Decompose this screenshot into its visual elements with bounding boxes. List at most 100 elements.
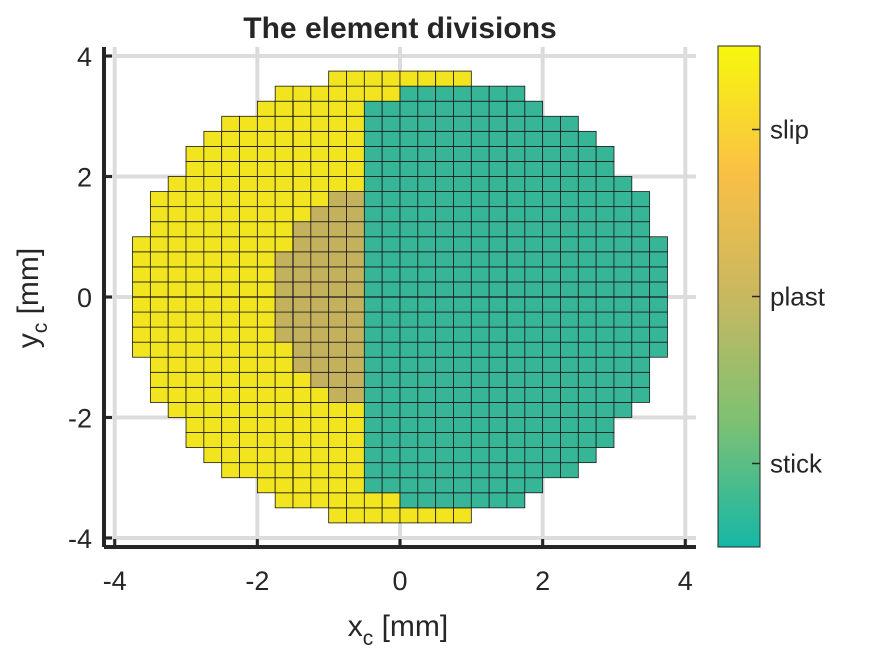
- element-cell-plast: [310, 251, 330, 268]
- element-cell-stick: [560, 281, 579, 298]
- element-cell-stick: [381, 221, 401, 238]
- element-cell-slip: [363, 492, 383, 509]
- element-cell-stick: [506, 311, 526, 328]
- element-cell-stick: [470, 326, 490, 343]
- element-cell-plast: [310, 341, 330, 358]
- element-cell-stick: [435, 371, 454, 388]
- element-cell-slip: [346, 130, 365, 147]
- element-cell-slip: [149, 221, 169, 238]
- y-tick-label: 0: [77, 283, 92, 313]
- element-cell-slip: [274, 386, 294, 403]
- element-cell-stick: [488, 176, 508, 192]
- element-cell-stick: [649, 326, 668, 343]
- element-cell-stick: [417, 176, 437, 192]
- element-cell-slip: [399, 70, 419, 87]
- element-cell-plast: [328, 326, 347, 343]
- y-axis-label-sub: c: [29, 323, 52, 334]
- element-cell-slip: [203, 145, 223, 162]
- element-cell-slip: [256, 130, 276, 147]
- element-cell-stick: [399, 100, 419, 117]
- element-cell-stick: [399, 417, 419, 433]
- element-cell-slip: [185, 296, 205, 313]
- element-cell-slip: [381, 70, 401, 87]
- element-cell-plast: [346, 251, 365, 268]
- element-cell-stick: [453, 100, 472, 117]
- element-cell-stick: [506, 477, 526, 494]
- element-cell-stick: [453, 236, 472, 253]
- element-cell-slip: [203, 221, 223, 238]
- element-cell-stick: [399, 221, 419, 238]
- element-cell-stick: [417, 417, 437, 433]
- element-cell-slip: [346, 477, 365, 494]
- element-cell-stick: [613, 356, 633, 373]
- element-cell-stick: [435, 130, 454, 147]
- element-cell-slip: [346, 402, 365, 418]
- element-cell-stick: [381, 161, 401, 177]
- element-cell-slip: [310, 161, 330, 177]
- element-cell-stick: [560, 402, 579, 418]
- element-cell-stick: [453, 371, 472, 388]
- element-cell-stick: [363, 161, 383, 177]
- element-cell-stick: [399, 161, 419, 177]
- element-cell-stick: [560, 432, 579, 449]
- element-cell-slip: [328, 477, 347, 494]
- element-cell-stick: [470, 341, 490, 358]
- element-cell-slip: [221, 191, 240, 208]
- element-cell-plast: [292, 251, 312, 268]
- element-cell-slip: [256, 206, 276, 223]
- element-cell-stick: [524, 326, 544, 343]
- element-cell-stick: [524, 221, 544, 238]
- element-cell-slip: [274, 100, 294, 117]
- element-cell-plast: [346, 386, 365, 403]
- element-cell-slip: [328, 85, 347, 102]
- element-cell-stick: [363, 386, 383, 403]
- element-cell-stick: [524, 191, 544, 208]
- element-cell-stick: [524, 462, 544, 479]
- element-cell-stick: [435, 251, 454, 268]
- element-cell-stick: [470, 206, 490, 223]
- element-cell-slip: [292, 191, 312, 208]
- element-cell-stick: [506, 326, 526, 343]
- element-cell-plast: [310, 206, 330, 223]
- element-cell-stick: [542, 462, 561, 479]
- element-cell-stick: [417, 447, 437, 464]
- element-cell-stick: [488, 492, 508, 509]
- element-cell-stick: [435, 296, 454, 313]
- element-cell-slip: [328, 402, 347, 418]
- element-cell-stick: [577, 176, 597, 192]
- element-cell-slip: [310, 492, 330, 509]
- element-cell-slip: [363, 70, 383, 87]
- x-axis-label: xc [mm]: [348, 610, 449, 650]
- element-cell-slip: [346, 145, 365, 162]
- element-cell-stick: [631, 356, 651, 373]
- element-cell-slip: [346, 70, 365, 87]
- element-cell-stick: [470, 145, 490, 162]
- element-cell-stick: [488, 462, 508, 479]
- y-tick-label: -2: [68, 403, 92, 433]
- element-cell-plast: [292, 311, 312, 328]
- element-cell-stick: [524, 266, 544, 283]
- element-cell-stick: [470, 447, 490, 464]
- element-cell-slip: [310, 386, 330, 403]
- element-cell-stick: [595, 386, 615, 403]
- element-cell-slip: [167, 206, 187, 223]
- element-cell-stick: [577, 161, 597, 177]
- element-cell-slip: [274, 356, 294, 373]
- element-cell-stick: [363, 206, 383, 223]
- element-cell-stick: [417, 356, 437, 373]
- element-cell-slip: [292, 85, 312, 102]
- element-cell-stick: [560, 462, 579, 479]
- element-cell-slip: [292, 100, 312, 117]
- element-cell-stick: [577, 191, 597, 208]
- element-cell-slip: [256, 161, 276, 177]
- element-cell-slip: [221, 356, 240, 373]
- element-cell-slip: [239, 402, 258, 418]
- element-cell-stick: [381, 206, 401, 223]
- element-cell-stick: [488, 281, 508, 298]
- colorbar-ticks: slip plast stick: [752, 115, 826, 479]
- element-cell-stick: [506, 100, 526, 117]
- element-cell-stick: [524, 432, 544, 449]
- element-cell-stick: [631, 251, 651, 268]
- element-cell-stick: [577, 206, 597, 223]
